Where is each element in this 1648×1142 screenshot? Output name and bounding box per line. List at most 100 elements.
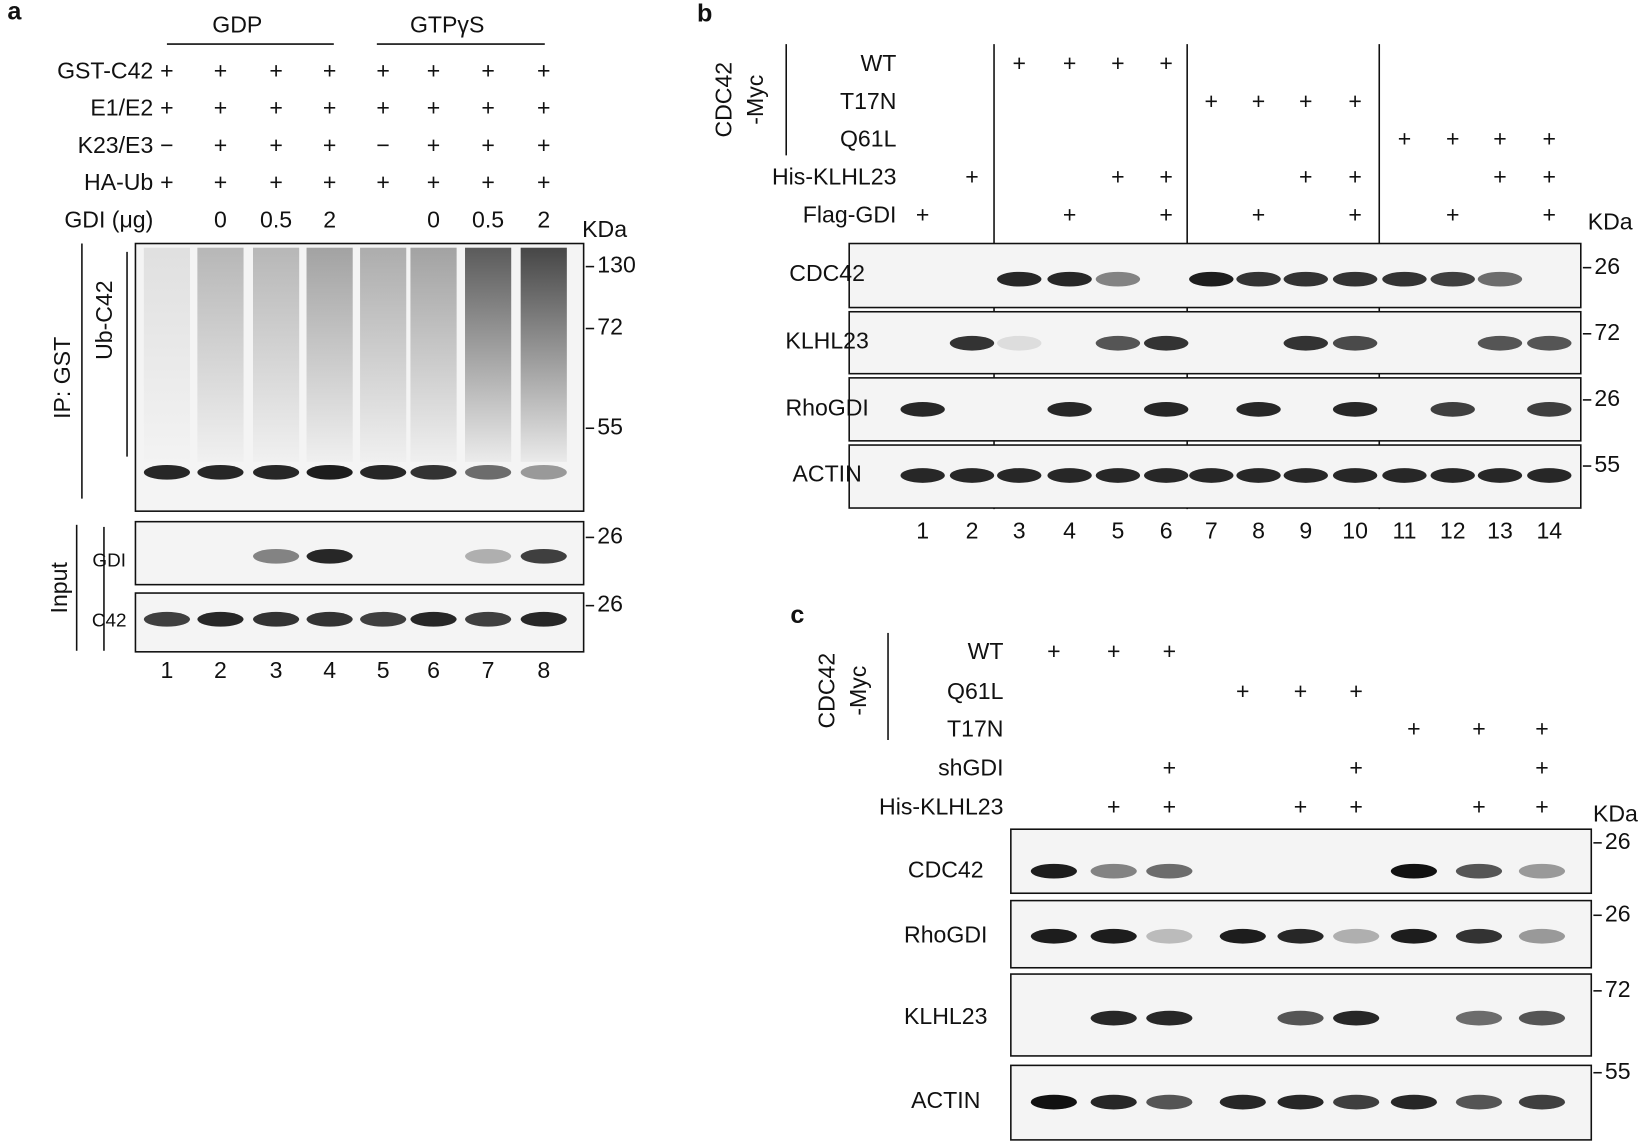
band	[1332, 271, 1378, 287]
condition-mark: +	[1205, 88, 1218, 114]
condition-mark: +	[1163, 638, 1176, 664]
condition-mark: +	[323, 58, 336, 84]
band	[143, 464, 191, 480]
band	[465, 464, 512, 480]
band	[1390, 928, 1437, 944]
lane-number: 5	[377, 657, 390, 683]
condition-mark: +	[1159, 50, 1172, 76]
band	[1518, 928, 1566, 944]
band	[1095, 335, 1141, 351]
condition-mark: +	[1398, 126, 1411, 152]
band	[949, 335, 995, 351]
band	[900, 468, 945, 483]
band	[1146, 928, 1193, 944]
condition-mark: +	[1163, 793, 1176, 819]
lane-number: 8	[1252, 517, 1265, 543]
lane-number: 6	[427, 657, 440, 683]
marker-label: 26	[1594, 253, 1620, 279]
condition-mark: +	[965, 164, 978, 190]
band	[1283, 271, 1328, 287]
condition-label: HA-Ub	[84, 169, 153, 195]
band	[1518, 863, 1566, 879]
blot-name: C42	[92, 610, 127, 631]
band	[1333, 928, 1380, 944]
smear	[465, 247, 512, 462]
condition-mark: +	[1294, 793, 1307, 819]
band	[197, 464, 244, 480]
band	[1332, 335, 1378, 351]
condition-mark: +	[1472, 793, 1485, 819]
side-label: IP: GST	[49, 337, 75, 419]
band	[997, 468, 1042, 483]
smear	[520, 247, 567, 462]
band	[1382, 271, 1427, 287]
band	[520, 548, 567, 564]
condition-mark: +	[1012, 50, 1025, 76]
band	[360, 611, 407, 627]
condition-mark: +	[1111, 50, 1124, 76]
side-label: Input	[46, 562, 72, 614]
lane-number: 10	[1342, 517, 1368, 543]
band	[306, 611, 353, 627]
band	[1030, 928, 1077, 944]
condition-mark: +	[214, 58, 227, 84]
band	[1236, 271, 1281, 287]
condition-mark: +	[427, 132, 440, 158]
condition-mark: +	[160, 94, 173, 120]
blot-name: ACTIN	[793, 461, 862, 487]
condition-mark: +	[1349, 678, 1362, 704]
condition-mark: +	[1348, 88, 1361, 114]
band	[1277, 1094, 1324, 1110]
marker-label: 72	[597, 314, 623, 340]
condition-mark: +	[1299, 88, 1312, 114]
condition-mark: +	[1159, 164, 1172, 190]
condition-mark: +	[427, 169, 440, 195]
condition-mark: +	[1493, 164, 1506, 190]
blot-name: GDI	[92, 551, 126, 572]
kda-label: KDa	[1593, 801, 1638, 827]
condition-mark: +	[1348, 164, 1361, 190]
band	[143, 611, 191, 627]
band	[1095, 468, 1141, 483]
smear	[360, 247, 407, 462]
condition-mark: −	[376, 132, 389, 158]
band	[197, 611, 244, 627]
condition-mark: +	[481, 169, 494, 195]
condition-mark: +	[1063, 50, 1076, 76]
lane-number: 2	[966, 517, 979, 543]
condition-mark: +	[1535, 716, 1548, 742]
lane-number: 3	[1013, 517, 1026, 543]
band	[1455, 1094, 1503, 1110]
condition-mark: +	[481, 58, 494, 84]
band	[253, 464, 300, 480]
condition-mark: +	[214, 94, 227, 120]
condition-mark: −	[160, 132, 173, 158]
band	[1333, 1010, 1380, 1026]
smear	[197, 247, 244, 462]
condition-mark: +	[1063, 201, 1076, 227]
condition-label: His-KLHL23	[772, 164, 896, 190]
band	[1090, 863, 1137, 879]
band	[1283, 468, 1328, 483]
lane-number: 5	[1111, 517, 1124, 543]
lane-number: 1	[916, 517, 929, 543]
condition-mark: +	[481, 132, 494, 158]
condition-mark: +	[1299, 164, 1312, 190]
panel-label: a	[7, 0, 22, 25]
condition-mark: +	[323, 94, 336, 120]
condition-mark: +	[537, 58, 550, 84]
construct-label: CDC42	[813, 653, 839, 729]
band	[1527, 402, 1572, 417]
band	[1277, 928, 1324, 944]
band	[1090, 928, 1137, 944]
band	[997, 271, 1042, 287]
condition-mark: +	[1111, 164, 1124, 190]
band	[1047, 271, 1092, 287]
condition-mark: +	[1163, 754, 1176, 780]
marker-label: 26	[597, 591, 623, 617]
condition-mark: +	[376, 94, 389, 120]
condition-mark: +	[1107, 793, 1120, 819]
blot-name: RhoGDI	[904, 921, 987, 947]
lane-number: 14	[1536, 517, 1562, 543]
